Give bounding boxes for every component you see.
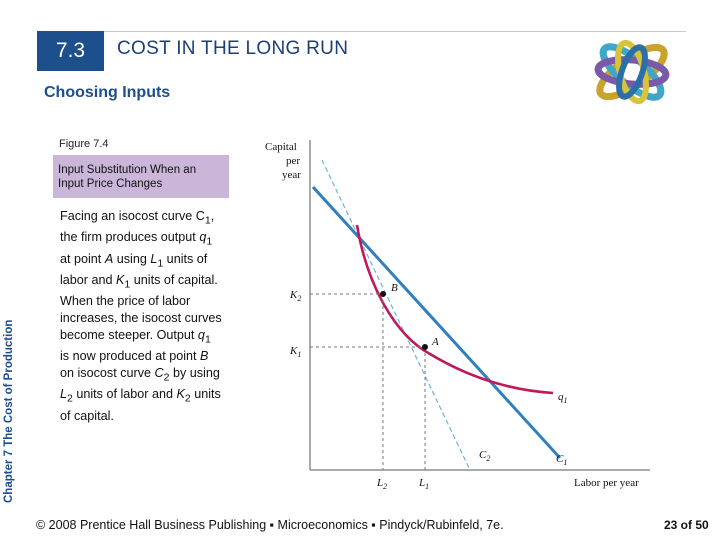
y-axis-label-3: year <box>282 169 301 181</box>
footer-credits: © 2008 Prentice Hall Business Publishing… <box>36 518 504 532</box>
x-axis-label: Labor per year <box>574 477 639 489</box>
slide-subtitle: Choosing Inputs <box>44 84 171 101</box>
l2-tick-label: L2 <box>376 477 387 491</box>
body-paragraph-2: When the price of labor increases, the i… <box>60 294 222 423</box>
k1-tick-label: K1 <box>289 345 301 359</box>
page-number: 23 of 50 <box>664 518 709 532</box>
c2-curve-label: C2 <box>479 449 490 463</box>
y-axis-label-1: Capital <box>265 141 297 153</box>
isocost-c1-line <box>311 185 562 460</box>
isocost-c2-line <box>321 159 471 471</box>
k2-tick-label: K2 <box>289 289 301 303</box>
body-paragraph-1: Facing an isocost curve C1, the firm pro… <box>60 209 218 291</box>
figure-label: Figure 7.4 <box>59 138 109 150</box>
point-b-label: B <box>391 282 398 294</box>
point-a-marker <box>422 344 428 350</box>
y-axis-label-2: per <box>286 155 300 167</box>
q1-curve-label: q1 <box>558 391 568 405</box>
figure-caption: Input Substitution When an Input Price C… <box>53 155 229 198</box>
c1-curve-label: C1 <box>556 453 567 467</box>
point-a-label: A <box>431 336 439 348</box>
section-number: 7.3 <box>37 31 104 71</box>
l1-tick-label: L1 <box>418 477 429 491</box>
body-text: Facing an isocost curve C1, the firm pro… <box>60 208 222 424</box>
isoquant-q1-curve <box>355 224 554 395</box>
chapter-title: COST IN THE LONG RUN <box>117 38 349 59</box>
point-b-marker <box>380 291 386 297</box>
header-divider <box>104 31 686 32</box>
